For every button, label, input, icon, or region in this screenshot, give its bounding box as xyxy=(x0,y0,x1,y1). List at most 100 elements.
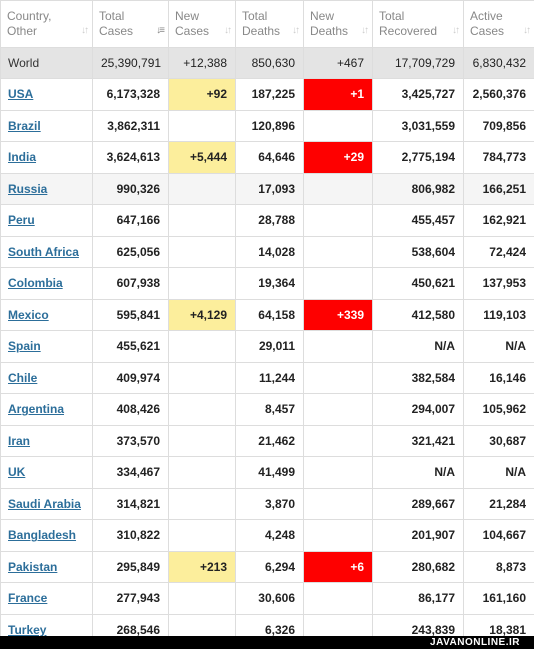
cell-total-recovered: 280,682 xyxy=(372,550,464,583)
column-header-active-cases[interactable]: Active Cases ↓↑ xyxy=(463,0,534,48)
table-row: Mexico 595,841 +4,129 64,158 +339 412,580 119,… xyxy=(0,298,534,331)
sort-desc-icon[interactable]: ↓≡ xyxy=(156,25,165,36)
cell-total-cases: 607,938 xyxy=(92,267,169,300)
country-link[interactable]: USA xyxy=(8,87,34,102)
cell-active-cases: 137,953 xyxy=(463,267,534,300)
country-link[interactable]: Spain xyxy=(8,339,41,354)
cell-new-cases xyxy=(168,235,236,268)
country-link[interactable]: Turkey xyxy=(8,622,47,637)
cell-total-recovered: 289,667 xyxy=(372,487,464,520)
table-row: Iran 373,570 21,462 321,421 30,687 xyxy=(0,424,534,457)
cell-total-deaths: 187,225 xyxy=(235,78,304,111)
country-link[interactable]: Mexico xyxy=(8,307,49,322)
cell-total-cases: 3,862,311 xyxy=(92,109,169,142)
column-header-country[interactable]: Country, Other ↓↑ xyxy=(0,0,93,48)
country-link[interactable]: South Africa xyxy=(8,244,79,259)
sort-icon[interactable]: ↓↑ xyxy=(523,25,531,36)
column-header-total-cases[interactable]: Total Cases ↓≡ xyxy=(92,0,169,48)
cell-new-deaths xyxy=(303,487,373,520)
country-link[interactable]: Argentina xyxy=(8,402,65,417)
cell-total-cases: 334,467 xyxy=(92,456,169,489)
world-row: World 25,390,791 +12,388 850,630 +467 17,709,… xyxy=(0,47,534,79)
table-row: USA 6,173,328 +92 187,225 +1 3,425,727 2,560,3… xyxy=(0,78,534,111)
cell-new-deaths xyxy=(303,393,373,426)
column-header-total-recovered[interactable]: Total Recovered ↓↑ xyxy=(372,0,464,48)
cell-new-deaths xyxy=(303,204,373,237)
cell-total-deaths: 64,158 xyxy=(235,298,304,331)
country-link[interactable]: Russia xyxy=(8,181,48,196)
column-header-line2: Deaths xyxy=(310,24,349,38)
cell-country: Iran xyxy=(0,424,93,457)
column-header-total-deaths[interactable]: Total Deaths ↓↑ xyxy=(235,0,304,48)
table-row: Argentina 408,426 8,457 294,007 105,962 xyxy=(0,393,534,426)
sort-icon[interactable]: ↓↑ xyxy=(292,25,300,36)
sort-icon[interactable]: ↓↑ xyxy=(452,25,460,36)
cell-new-deaths xyxy=(303,519,373,552)
cell-active-cases: 784,773 xyxy=(463,141,534,174)
cell-total-recovered: 455,457 xyxy=(372,204,464,237)
sort-icon[interactable]: ↓↑ xyxy=(81,25,89,36)
cell-new-cases xyxy=(168,424,236,457)
cell-country: Peru xyxy=(0,204,93,237)
column-header-new-cases[interactable]: New Cases ↓↑ xyxy=(168,0,236,48)
table-row: France 277,943 30,606 86,177 161,160 xyxy=(0,582,534,615)
table-row: Russia 990,326 17,093 806,982 166,251 xyxy=(0,172,534,205)
column-header-line1: New xyxy=(310,9,335,23)
cell-total-cases: 625,056 xyxy=(92,235,169,268)
cell-total-recovered: 17,709,729 xyxy=(372,47,464,79)
cell-country: Brazil xyxy=(0,109,93,142)
column-header-new-deaths[interactable]: New Deaths ↓↑ xyxy=(303,0,373,48)
country-link[interactable]: Peru xyxy=(8,213,35,228)
country-link[interactable]: Chile xyxy=(8,370,38,385)
cell-new-deaths xyxy=(303,172,373,205)
cell-total-recovered: 450,621 xyxy=(372,267,464,300)
table-row: India 3,624,613 +5,444 64,646 +29 2,775,194 78… xyxy=(0,141,534,174)
cell-new-cases xyxy=(168,456,236,489)
cell-total-deaths: 11,244 xyxy=(235,361,304,394)
cell-new-deaths: +6 xyxy=(303,550,373,583)
cell-active-cases: 709,856 xyxy=(463,109,534,142)
cell-active-cases: 30,687 xyxy=(463,424,534,457)
country-link[interactable]: Pakistan xyxy=(8,559,58,574)
cell-new-deaths xyxy=(303,582,373,615)
cell-country: Mexico xyxy=(0,298,93,331)
cell-country: Argentina xyxy=(0,393,93,426)
cell-active-cases: 166,251 xyxy=(463,172,534,205)
cell-active-cases: N/A xyxy=(463,330,534,363)
cell-new-deaths xyxy=(303,330,373,363)
cell-new-cases xyxy=(168,519,236,552)
cell-new-cases: +213 xyxy=(168,550,236,583)
cell-total-deaths: 21,462 xyxy=(235,424,304,457)
cell-country: Russia xyxy=(0,172,93,205)
cell-new-deaths: +29 xyxy=(303,141,373,174)
column-header-line2: Cases xyxy=(175,24,210,38)
table-row: Spain 455,621 29,011 N/A N/A xyxy=(0,330,534,363)
country-link[interactable]: Bangladesh xyxy=(8,528,77,543)
cell-total-recovered: 3,425,727 xyxy=(372,78,464,111)
cell-country: USA xyxy=(0,78,93,111)
cell-total-cases: 373,570 xyxy=(92,424,169,457)
country-link[interactable]: Saudi Arabia xyxy=(8,496,81,511)
cell-total-deaths: 850,630 xyxy=(235,47,304,79)
table-row: Peru 647,166 28,788 455,457 162,921 xyxy=(0,204,534,237)
sort-icon[interactable]: ↓↑ xyxy=(361,25,369,36)
country-link[interactable]: India xyxy=(8,150,37,165)
cell-total-cases: 3,624,613 xyxy=(92,141,169,174)
cell-total-deaths: 29,011 xyxy=(235,330,304,363)
column-header-line1: Total xyxy=(242,9,268,23)
country-link[interactable]: Brazil xyxy=(8,118,41,133)
cell-total-cases: 990,326 xyxy=(92,172,169,205)
cell-active-cases: 162,921 xyxy=(463,204,534,237)
country-link[interactable]: Colombia xyxy=(8,276,63,291)
column-header-line1: Country, xyxy=(7,9,52,23)
country-link[interactable]: Iran xyxy=(8,433,31,448)
country-link[interactable]: UK xyxy=(8,465,26,480)
sort-icon[interactable]: ↓↑ xyxy=(224,25,232,36)
column-header-line2: Deaths xyxy=(242,24,281,38)
cell-total-deaths: 6,294 xyxy=(235,550,304,583)
table-row: Chile 409,974 11,244 382,584 16,146 xyxy=(0,361,534,394)
cell-total-cases: 408,426 xyxy=(92,393,169,426)
cell-total-deaths: 30,606 xyxy=(235,582,304,615)
cell-new-deaths xyxy=(303,361,373,394)
country-link[interactable]: France xyxy=(8,591,48,606)
